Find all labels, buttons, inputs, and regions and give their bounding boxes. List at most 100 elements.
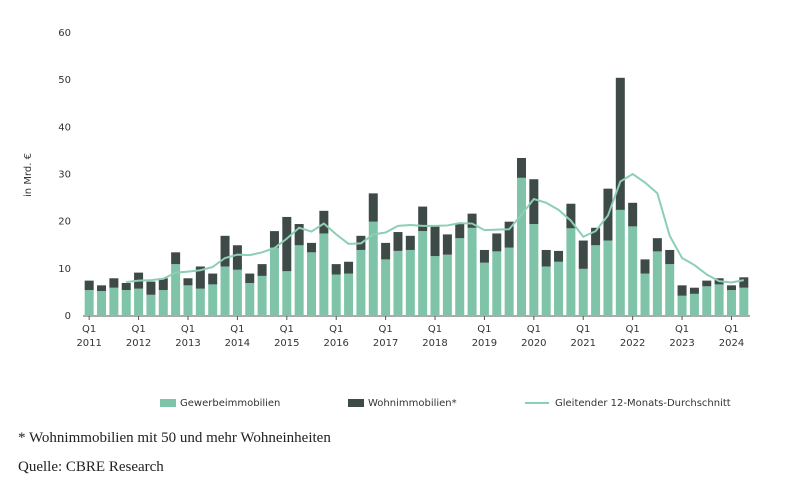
x-tick-label: Q1 2018 xyxy=(422,324,448,349)
bar-segment xyxy=(418,206,428,232)
bar-segment xyxy=(393,232,403,251)
bar-segment xyxy=(307,242,317,253)
source: Quelle: CBRE Research xyxy=(18,459,164,475)
y-tick-label: 30 xyxy=(58,170,71,181)
bar-segment xyxy=(381,259,391,316)
bar-segment xyxy=(121,282,131,291)
bar-segment xyxy=(640,273,650,316)
x-tick-label: Q1 2015 xyxy=(274,324,300,349)
bar-segment xyxy=(467,213,477,228)
bar-segment xyxy=(109,287,119,316)
bar-segment xyxy=(331,264,341,275)
bar-segment xyxy=(591,245,601,316)
bar-segment xyxy=(97,285,107,292)
bar-segment xyxy=(319,233,329,316)
chart: in Mrd. € 0 10 20 30 40 50 60 Gewerbeimmobilien… xyxy=(23,28,750,409)
bar-segment xyxy=(516,157,526,178)
x-tick-label: Q1 2014 xyxy=(224,324,251,349)
y-tick-label: 60 xyxy=(58,28,71,39)
x-tick-label: Q1 2017 xyxy=(372,324,399,349)
bar-segment xyxy=(294,245,304,316)
bar-segment xyxy=(381,242,391,260)
bar-segment xyxy=(208,284,218,316)
bar-segment xyxy=(566,228,576,316)
bar-segment xyxy=(615,77,625,210)
bar-segment xyxy=(307,252,317,316)
bar-segment xyxy=(245,282,255,316)
bar-segment xyxy=(232,269,242,316)
bar-segment xyxy=(702,286,712,316)
bar-segment xyxy=(566,203,576,229)
bar-segment xyxy=(405,249,415,316)
x-tick-label: Q1 2013 xyxy=(175,324,201,349)
bar-segment xyxy=(529,179,539,225)
bar-segment xyxy=(208,273,218,285)
bar-segment xyxy=(702,280,712,287)
bar-segment xyxy=(257,264,267,276)
bar-segment xyxy=(146,294,156,316)
y-tick-label: 40 xyxy=(58,122,71,133)
x-tick-label: Q1 2021 xyxy=(570,324,596,349)
bar-segment xyxy=(183,278,193,286)
bar-segment xyxy=(529,224,539,316)
bar-segment xyxy=(504,247,514,316)
bar-segment xyxy=(615,209,625,316)
bar-segment xyxy=(677,285,687,296)
bar-segment xyxy=(97,291,107,316)
bar-segment xyxy=(479,262,489,316)
bar-segment xyxy=(171,252,181,265)
legend-label: Wohnimmobilien* xyxy=(368,398,457,409)
bar-segment xyxy=(195,288,205,316)
bar-segment xyxy=(726,290,736,316)
bar-segment xyxy=(368,221,378,316)
bar-segment xyxy=(269,231,279,248)
legend-label: Gleitender 12-Monats-Durchschnitt xyxy=(555,398,731,409)
bar-segment xyxy=(467,227,477,316)
bar-segment xyxy=(393,250,403,316)
bar-segment xyxy=(158,278,168,291)
bar-segment xyxy=(84,280,94,291)
legend-swatch xyxy=(348,399,364,407)
x-tick-label: Q1 2024 xyxy=(718,324,745,349)
bar-segment xyxy=(652,251,662,316)
bar-segment xyxy=(455,238,465,316)
bar-segment xyxy=(442,254,452,316)
bar-segment xyxy=(344,273,354,316)
bar-segment xyxy=(158,290,168,316)
bar-segment xyxy=(492,251,502,316)
moving-average-line xyxy=(126,172,745,284)
bar-segment xyxy=(628,202,638,227)
bar-segment xyxy=(689,287,699,294)
bar-segment xyxy=(282,271,292,316)
bar-segment xyxy=(331,274,341,316)
bar-segment xyxy=(603,240,613,316)
y-tick-label: 20 xyxy=(58,217,71,228)
bar-segment xyxy=(146,281,156,295)
legend-label: Gewerbeimmobilien xyxy=(180,398,280,409)
bar-segment xyxy=(430,226,440,257)
y-axis-label: in Mrd. € xyxy=(23,153,34,197)
bar-segment xyxy=(714,284,724,316)
bar-segment xyxy=(430,256,440,316)
y-tick-label: 0 xyxy=(65,311,71,322)
bar-segment xyxy=(294,224,304,246)
bar-segment xyxy=(739,287,749,316)
bar-segment xyxy=(183,285,193,316)
bar-segment xyxy=(665,264,675,316)
legend-swatch xyxy=(160,399,176,407)
bar-segment xyxy=(726,285,736,291)
bar-segment xyxy=(479,249,489,263)
x-tick-label: Q1 2019 xyxy=(471,324,498,349)
bar-segment xyxy=(418,231,428,316)
bar-segment xyxy=(516,177,526,316)
bar-segment xyxy=(269,247,279,316)
x-tick-label: Q1 2016 xyxy=(323,324,349,349)
x-tick-label: Q1 2011 xyxy=(76,324,102,349)
bar-segment xyxy=(541,249,551,267)
bar-segment xyxy=(554,261,564,316)
x-tick-label: Q1 2012 xyxy=(125,324,152,349)
bar-segment xyxy=(652,238,662,252)
bar-segment xyxy=(578,240,588,269)
y-tick-label: 50 xyxy=(58,75,71,86)
